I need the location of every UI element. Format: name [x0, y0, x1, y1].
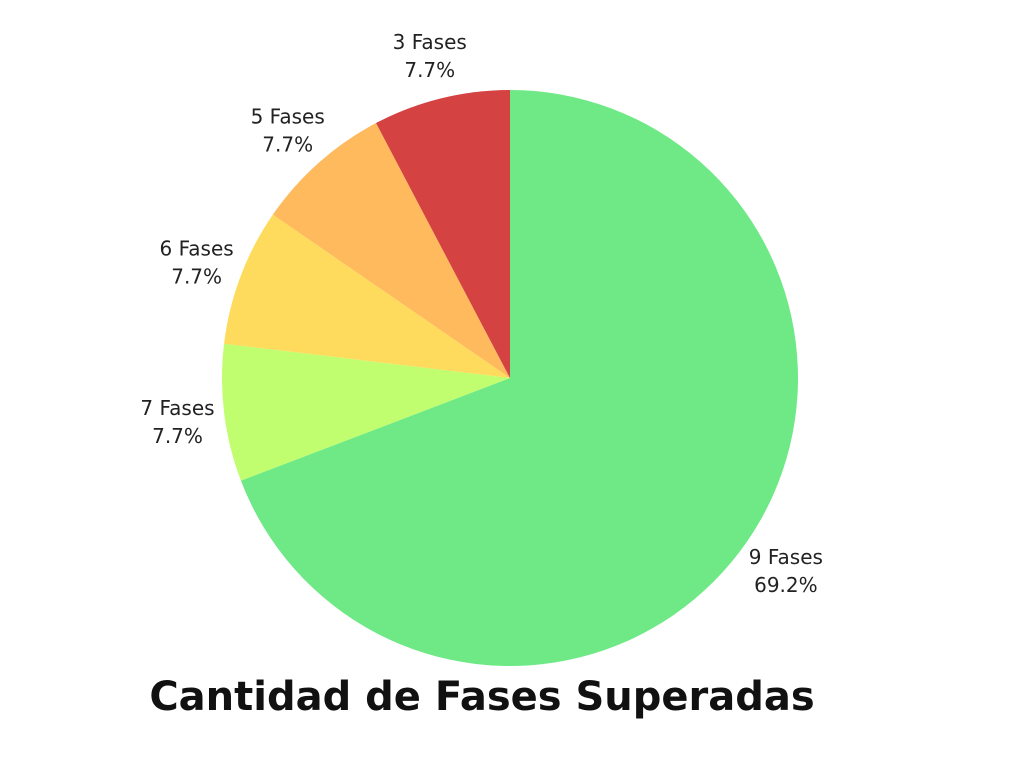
slice-label-name: 5 Fases — [251, 104, 325, 128]
pie-slice-9-fases — [240, 90, 798, 666]
pie-slice-6-fases — [224, 214, 510, 378]
chart-title: Cantidad de Fases Superadas — [149, 674, 814, 720]
slice-label-name: 9 Fases — [749, 545, 823, 569]
slice-label-name: 3 Fases — [393, 30, 467, 54]
slice-label-percent: 69.2% — [754, 573, 818, 597]
slice-label-name: 7 Fases — [140, 396, 214, 420]
slice-label-percent: 7.7% — [262, 132, 313, 156]
slice-label-percent: 7.7% — [152, 424, 203, 448]
slice-label-percent: 7.7% — [404, 58, 455, 82]
pie-slice-5-fases — [272, 123, 510, 379]
slice-label-percent: 7.7% — [171, 265, 222, 289]
slice-label-name: 6 Fases — [160, 237, 234, 261]
pie-slices — [222, 90, 798, 666]
pie-slice-7-fases — [222, 343, 511, 481]
pie-slice-3-fases — [376, 90, 510, 378]
slice-labels: 9 Fases 69.2% 7 Fases 7.7% 6 Fases 7.7% 5 Fase… — [140, 30, 823, 597]
